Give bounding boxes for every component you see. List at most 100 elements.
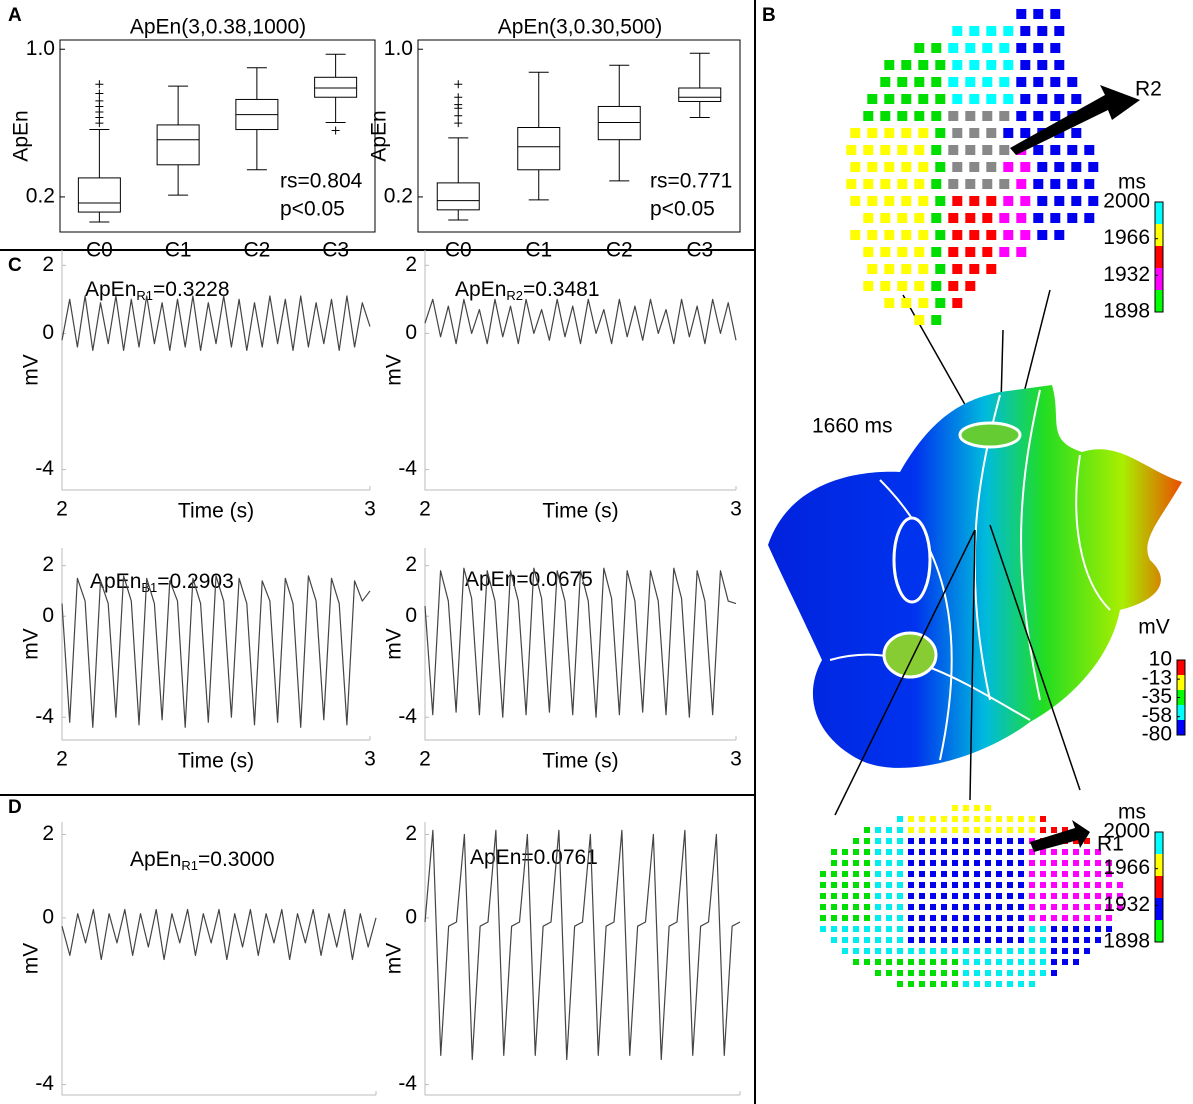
map-point — [1020, 60, 1031, 70]
map-point — [864, 915, 870, 921]
x-tick-label: 3 — [734, 1103, 746, 1104]
map-point — [864, 838, 870, 844]
map-point — [867, 230, 878, 240]
colorbar-tick-label: 1932 — [1103, 263, 1150, 286]
map-point — [963, 816, 969, 822]
map-point — [1051, 970, 1057, 976]
map-point — [919, 937, 925, 943]
x-tick-label: C1 — [165, 239, 192, 262]
map-point — [935, 298, 946, 308]
map-point — [1051, 860, 1057, 866]
y-tick-label: 2 — [42, 822, 54, 845]
map-point — [897, 871, 903, 877]
map-point — [884, 196, 895, 206]
map-point — [831, 937, 837, 943]
map-point — [985, 959, 991, 965]
title-part: ApEn — [130, 848, 181, 871]
map-point — [1029, 838, 1035, 844]
map-point — [875, 871, 881, 877]
map-point — [1051, 948, 1057, 954]
map-point — [1051, 904, 1057, 910]
map-point — [931, 43, 942, 53]
map-point — [846, 179, 857, 189]
map-point — [1033, 9, 1044, 19]
map-point — [996, 937, 1002, 943]
map-point — [930, 893, 936, 899]
map-point — [1073, 915, 1079, 921]
map-point — [919, 893, 925, 899]
map-point — [1037, 230, 1048, 240]
x-tick-label: 2 — [419, 1103, 431, 1104]
map-point — [1054, 94, 1065, 104]
map-point — [1007, 827, 1013, 833]
map-point — [963, 849, 969, 855]
map-point — [886, 893, 892, 899]
chart-title: ApEnR2=0.3481 — [455, 278, 600, 304]
map-point — [1088, 196, 1099, 206]
map-point — [969, 60, 980, 70]
map-point — [1018, 981, 1024, 987]
map-point — [884, 230, 895, 240]
map-point — [1095, 893, 1101, 899]
colorbar-segment — [1155, 268, 1163, 291]
map-point — [1084, 145, 1095, 155]
flier — [95, 89, 104, 98]
title-part: ApEn — [85, 278, 136, 301]
map-point — [1029, 860, 1035, 866]
map-point — [853, 893, 859, 899]
map-point — [864, 860, 870, 866]
map-point — [941, 871, 947, 877]
map-point — [880, 281, 891, 291]
map-point — [1071, 128, 1082, 138]
map-point — [1106, 926, 1112, 932]
annotation: rs=0.804 — [280, 170, 363, 193]
x-axis-label: Time (s) — [542, 500, 618, 523]
map-point — [919, 948, 925, 954]
map-point — [919, 816, 925, 822]
map-point — [897, 904, 903, 910]
map-point — [969, 162, 980, 172]
map-point — [864, 827, 870, 833]
map-point — [1003, 196, 1014, 206]
connector — [834, 529, 976, 816]
map-point — [985, 827, 991, 833]
colorbar-title: mV — [1138, 616, 1170, 639]
map-point — [853, 838, 859, 844]
y-axis-label: ApEn — [10, 110, 33, 161]
map-point — [908, 827, 914, 833]
map-point — [853, 959, 859, 965]
map-point — [965, 213, 976, 223]
map-point — [1073, 904, 1079, 910]
map-point — [886, 882, 892, 888]
map-point — [908, 893, 914, 899]
map-point — [850, 196, 861, 206]
map-point — [952, 860, 958, 866]
map-point — [1020, 94, 1031, 104]
map-point — [919, 959, 925, 965]
map-point — [1040, 959, 1046, 965]
map-point — [864, 849, 870, 855]
flier — [454, 80, 463, 89]
map-point — [1029, 893, 1035, 899]
map-point — [1016, 213, 1027, 223]
map-point — [952, 893, 958, 899]
map-point — [1054, 196, 1065, 206]
map-point — [1007, 948, 1013, 954]
map-point — [897, 247, 908, 257]
y-tick-label: 2 — [42, 553, 54, 576]
map-point — [864, 926, 870, 932]
colorbar-tick-label: -80 — [1142, 723, 1172, 746]
colorbar-segment — [1155, 854, 1163, 877]
map-point — [965, 179, 976, 189]
map-point — [986, 196, 997, 206]
map-point — [1088, 162, 1099, 172]
map-point — [842, 948, 848, 954]
map-point — [930, 860, 936, 866]
map-point — [880, 179, 891, 189]
map-point — [919, 849, 925, 855]
map-point — [982, 145, 993, 155]
map-point — [1018, 915, 1024, 921]
map-point — [1018, 816, 1024, 822]
map-point — [919, 860, 925, 866]
map-point — [1073, 871, 1079, 877]
